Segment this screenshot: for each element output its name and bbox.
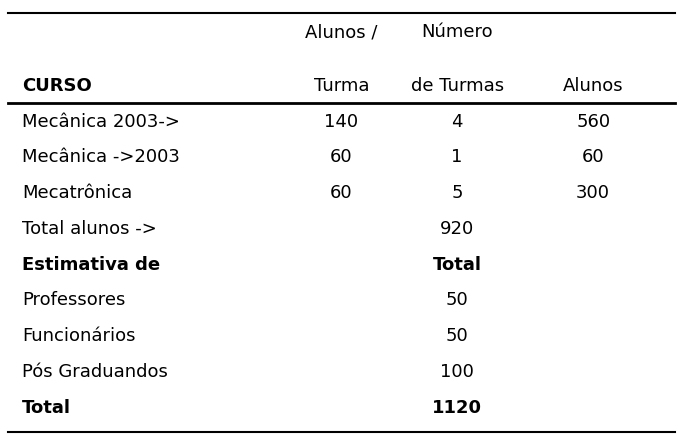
Text: 60: 60 [582, 148, 604, 166]
Text: 560: 560 [576, 113, 610, 131]
Text: Alunos: Alunos [563, 77, 624, 95]
Text: de Turmas: de Turmas [410, 77, 503, 95]
Text: Estimativa de: Estimativa de [22, 255, 160, 273]
Text: 920: 920 [440, 219, 474, 237]
Text: 5: 5 [451, 184, 463, 202]
Text: CURSO: CURSO [22, 77, 92, 95]
Text: 140: 140 [324, 113, 359, 131]
Text: Total: Total [432, 255, 482, 273]
Text: Funcionários: Funcionários [22, 326, 135, 344]
Text: 50: 50 [446, 291, 469, 309]
Text: 60: 60 [330, 148, 353, 166]
Text: Mecatrônica: Mecatrônica [22, 184, 132, 202]
Text: Mecânica 2003->: Mecânica 2003-> [22, 113, 180, 131]
Text: Turma: Turma [313, 77, 370, 95]
Text: Total: Total [22, 398, 71, 416]
Text: Mecânica ->2003: Mecânica ->2003 [22, 148, 180, 166]
Text: 60: 60 [330, 184, 353, 202]
Text: 300: 300 [576, 184, 610, 202]
Text: 1: 1 [451, 148, 463, 166]
Text: Alunos /: Alunos / [305, 23, 378, 41]
Text: Total alunos ->: Total alunos -> [22, 219, 156, 237]
Text: Professores: Professores [22, 291, 125, 309]
Text: 100: 100 [441, 362, 474, 380]
Text: Número: Número [421, 23, 493, 41]
Text: Pós Graduandos: Pós Graduandos [22, 362, 167, 380]
Text: 50: 50 [446, 326, 469, 344]
Text: 4: 4 [451, 113, 463, 131]
Text: 1120: 1120 [432, 398, 482, 416]
